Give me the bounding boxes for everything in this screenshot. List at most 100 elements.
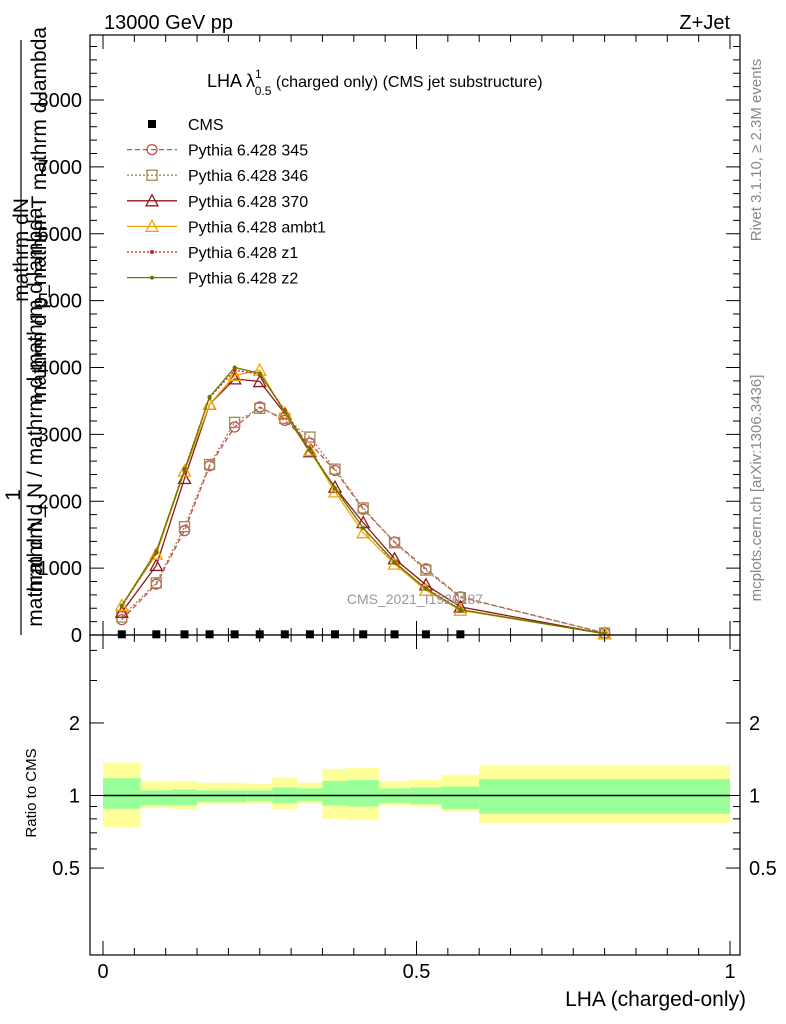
main-y-tick-label: 1000	[38, 558, 83, 580]
ratio-x-tick-label: 0.5	[403, 961, 431, 983]
data-point	[420, 564, 432, 576]
main-y-tick-label: 3000	[38, 424, 83, 446]
series-6	[119, 365, 607, 636]
ratio-inner-band	[171, 789, 198, 806]
data-point	[254, 402, 266, 414]
main-y-tick-label: 2000	[38, 491, 83, 513]
data-point	[387, 556, 402, 570]
series-0	[117, 630, 465, 639]
legend-label: Pythia 6.428 370	[188, 194, 308, 211]
data-point	[180, 630, 189, 639]
legend-marker	[144, 219, 160, 233]
ratio-inner-band	[103, 778, 141, 809]
main-y-tick-label: 5000	[38, 291, 83, 313]
main-ylabel: mathrm dN mathrm d p_mathrm T mathrm d l…	[2, 27, 51, 635]
data-point	[359, 630, 368, 639]
data-point	[361, 526, 366, 530]
data-point	[117, 630, 126, 639]
data-point	[390, 630, 399, 639]
legend-marker	[150, 250, 154, 254]
data-point	[230, 630, 239, 639]
data-point	[178, 525, 191, 537]
ratio-inner-band	[347, 779, 379, 807]
data-point	[423, 586, 428, 591]
plot-title-suffix: (charged only) (CMS jet substructure)	[271, 74, 542, 91]
ratio-y-tick-label-right: 0.5	[749, 858, 777, 880]
ylabel-line-c: mathrm d N / mathrm d mathrm d lambda	[24, 207, 47, 592]
data-point	[329, 463, 341, 475]
data-point	[232, 365, 237, 370]
data-point	[227, 368, 242, 382]
legend: CMS Pythia 6.428 345 Pythia 6.428 346 Pythi…	[127, 117, 326, 288]
ratio-y-tick-label-right: 2	[749, 713, 760, 735]
plot-title: LHA λ1 0.5 (charged only) (CMS jet substr…	[207, 67, 543, 98]
ylabel-one: 1	[2, 489, 25, 501]
data-point	[114, 598, 129, 612]
legend-label: Pythia 6.428 z2	[188, 271, 298, 288]
data-point	[178, 521, 191, 533]
data-point	[388, 537, 401, 549]
ratio-inner-band	[322, 780, 348, 806]
legend-label: CMS	[188, 117, 224, 134]
legend-label: Pythia 6.428 345	[188, 143, 308, 160]
series-line	[121, 406, 605, 634]
data-point	[357, 502, 369, 514]
legend-marker	[144, 193, 160, 207]
data-point	[207, 394, 212, 399]
data-point	[255, 630, 264, 639]
data-point	[182, 468, 187, 473]
main-y-tick-label: 4000	[38, 358, 83, 380]
data-point	[149, 546, 164, 560]
data-point	[458, 607, 463, 612]
legend-label: Pythia 6.428 z1	[188, 245, 298, 262]
legend-label: Pythia 6.428 346	[188, 168, 308, 185]
plot-title-sup: 1	[255, 67, 262, 81]
data-point	[149, 558, 164, 572]
main-y-tick-label: 7000	[38, 157, 83, 179]
data-point	[177, 463, 192, 477]
ratio-y-tick-label: 2	[69, 713, 80, 735]
side-label-mcplots: mcplots.cern.ch [arXiv:1306.3436]	[748, 375, 765, 602]
ratio-inner-band	[297, 788, 323, 801]
main-y-tick-label: 6000	[38, 224, 83, 246]
data-point	[421, 630, 430, 639]
data-point	[392, 560, 397, 565]
data-point	[327, 484, 343, 498]
data-point	[330, 630, 339, 639]
data-point	[280, 630, 289, 639]
main-series-group	[114, 362, 612, 640]
main-axis-ticks: 1000 2000 3000 4000 5000 6000 7000 8000 0	[38, 35, 740, 647]
ratio-axis-ticks: 0.5 0.5 1 1 2 2 0 0.5 1	[52, 635, 777, 983]
data-point	[302, 443, 318, 457]
legend-marker	[146, 169, 158, 181]
legend-marker	[146, 143, 158, 156]
ylabel-line-b: mathrm d p_mathrm T mathrm d lambda	[28, 27, 51, 404]
data-point	[277, 405, 292, 419]
data-point	[418, 582, 433, 596]
ratio-inner-band	[479, 779, 730, 814]
main-y-tick-label: 8000	[38, 90, 83, 112]
legend-marker	[150, 275, 154, 280]
data-point	[114, 604, 129, 618]
legend-label: Pythia 6.428 ambt1	[188, 219, 326, 236]
data-point	[454, 591, 467, 604]
data-point	[305, 630, 314, 639]
ratio-inner-band	[441, 786, 480, 809]
ratio-y-tick-label: 0.5	[52, 858, 80, 880]
ratio-bands	[103, 762, 730, 828]
plot-title-prefix: LHA λ	[207, 71, 255, 91]
data-point	[332, 486, 337, 491]
side-label-rivet: Rivet 3.1.10, ≥ 2.3M events	[748, 59, 765, 242]
legend-marker	[148, 120, 156, 128]
data-point	[119, 603, 124, 608]
main-y-tick-label: 0	[71, 625, 82, 647]
data-point	[456, 630, 465, 639]
data-point	[453, 599, 468, 613]
data-point	[282, 409, 287, 414]
data-point	[257, 371, 262, 376]
ratio-x-tick-label: 1	[724, 961, 735, 983]
data-point	[205, 630, 214, 639]
ratio-x-tick-label: 0	[97, 961, 108, 983]
data-point	[304, 431, 316, 443]
